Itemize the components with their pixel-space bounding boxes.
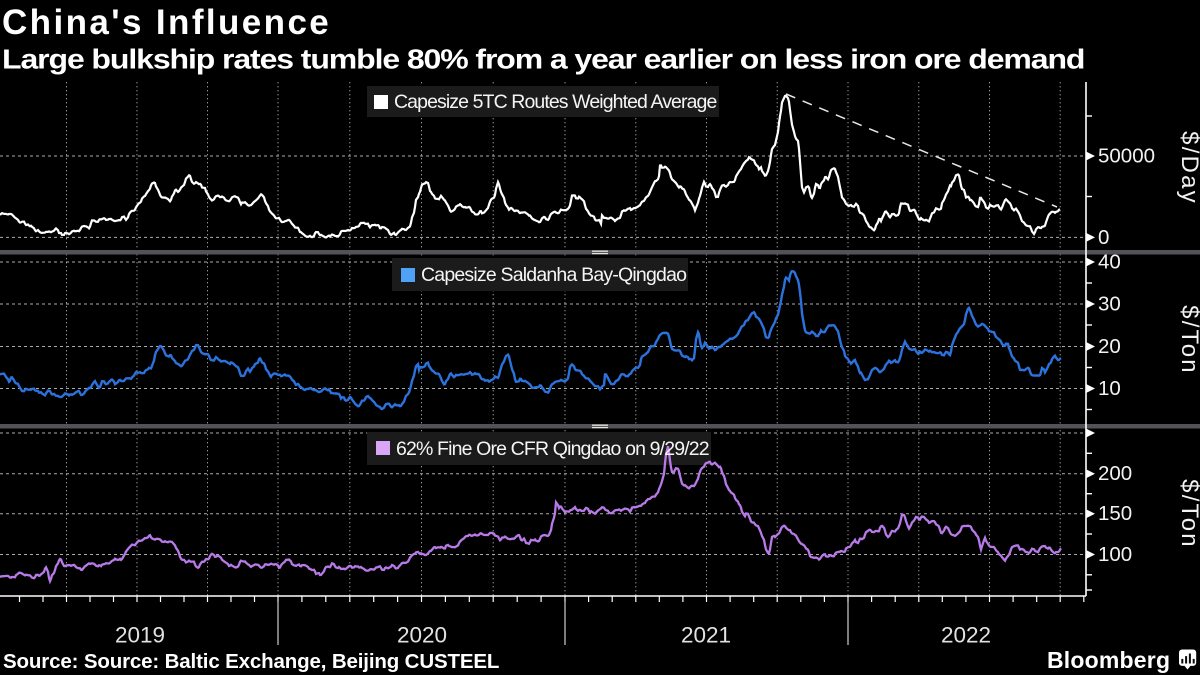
svg-text:$/Day: $/Day bbox=[1176, 131, 1200, 205]
svg-text:2021: 2021 bbox=[681, 623, 731, 648]
svg-text:30: 30 bbox=[1098, 293, 1121, 316]
svg-text:2022: 2022 bbox=[941, 623, 991, 648]
svg-text:$/Ton: $/Ton bbox=[1176, 479, 1200, 549]
svg-text:Capesize 5TC Routes Weighted A: Capesize 5TC Routes Weighted Average bbox=[394, 91, 716, 113]
svg-text:200: 200 bbox=[1098, 462, 1132, 485]
svg-text:2020: 2020 bbox=[397, 623, 447, 648]
svg-text:$/Ton: $/Ton bbox=[1176, 305, 1200, 375]
svg-text:40: 40 bbox=[1098, 251, 1121, 274]
svg-text:100: 100 bbox=[1098, 543, 1132, 566]
svg-text:Capesize Saldanha Bay-Qingdao: Capesize Saldanha Bay-Qingdao bbox=[421, 264, 687, 286]
svg-text:50000: 50000 bbox=[1098, 145, 1155, 168]
svg-text:20: 20 bbox=[1098, 335, 1121, 358]
svg-text:0: 0 bbox=[1098, 226, 1109, 249]
svg-text:150: 150 bbox=[1098, 502, 1132, 525]
svg-text:62% Fine Ore CFR Qingdao on 9/: 62% Fine Ore CFR Qingdao on 9/29/22 bbox=[396, 438, 709, 460]
svg-text:2019: 2019 bbox=[115, 623, 165, 648]
svg-text:10: 10 bbox=[1098, 377, 1121, 400]
